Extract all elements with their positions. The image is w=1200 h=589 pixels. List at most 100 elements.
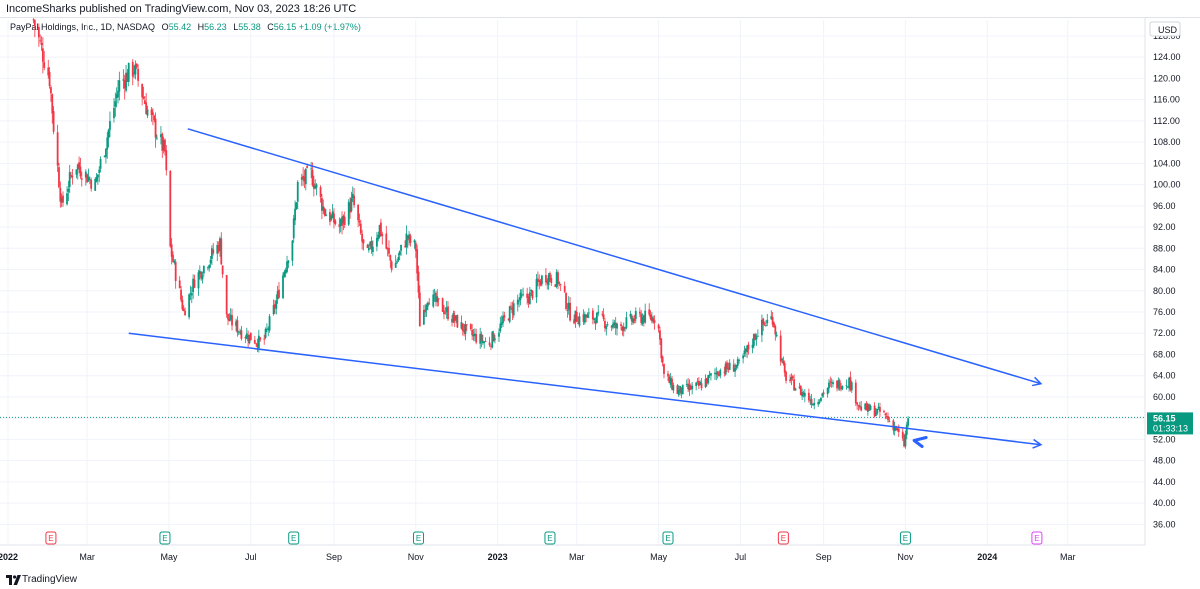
- candle: [131, 59, 134, 86]
- candle-body: [715, 372, 718, 375]
- candle: [310, 161, 313, 179]
- candle: [687, 378, 690, 393]
- candle: [785, 370, 787, 384]
- earnings-marker[interactable]: E: [544, 531, 556, 545]
- currency-box[interactable]: [1149, 21, 1181, 37]
- candle: [744, 347, 747, 358]
- candle: [96, 174, 99, 185]
- earnings-marker[interactable]: E: [45, 531, 57, 545]
- candle-body: [394, 262, 397, 268]
- time-tick-label: Mar: [569, 552, 585, 562]
- candle: [536, 271, 539, 287]
- candle-body: [765, 325, 767, 327]
- candle-body: [126, 72, 129, 82]
- candle: [381, 231, 384, 245]
- candle-body: [685, 383, 688, 385]
- candle-body: [237, 331, 240, 333]
- price-tick-label: 64.00: [1153, 371, 1176, 381]
- candle: [465, 324, 468, 332]
- candle-body: [896, 428, 899, 430]
- footer: TradingView: [0, 570, 1200, 589]
- earnings-marker[interactable]: E: [412, 531, 424, 545]
- candle-body: [746, 345, 749, 353]
- candle-body: [613, 322, 616, 326]
- candle-body: [131, 61, 134, 77]
- candle: [752, 333, 755, 349]
- candle-body: [264, 328, 267, 338]
- candle-body: [781, 358, 783, 361]
- candle: [220, 232, 223, 265]
- candle: [151, 108, 154, 126]
- earnings-marker[interactable]: E: [288, 531, 300, 545]
- candle: [771, 311, 774, 328]
- candle-body: [377, 234, 380, 240]
- candle: [321, 193, 323, 220]
- earnings-marker[interactable]: E: [777, 531, 789, 545]
- candle: [838, 378, 841, 392]
- candle: [443, 305, 445, 320]
- candle-body: [774, 325, 777, 335]
- candle: [629, 310, 632, 320]
- symbol-title[interactable]: PayPal Holdings, Inc., 1D, NASDAQ: [10, 22, 156, 32]
- high-label: H: [197, 22, 205, 32]
- candle: [688, 379, 691, 396]
- candle-body: [62, 195, 64, 203]
- candle: [837, 377, 840, 391]
- earnings-badge: [899, 531, 911, 545]
- candle: [408, 231, 410, 246]
- candle: [704, 374, 707, 389]
- candle: [228, 313, 231, 322]
- candle-body: [652, 318, 655, 323]
- earnings-marker[interactable]: E: [662, 531, 674, 545]
- candle: [773, 321, 775, 328]
- candle-body: [545, 275, 547, 283]
- candle-body: [189, 293, 192, 294]
- candle: [791, 375, 794, 381]
- price-tick-label: 112.00: [1153, 116, 1180, 126]
- candle-body: [752, 334, 755, 346]
- candle-body: [641, 316, 644, 324]
- candle-body: [799, 386, 802, 396]
- candle-body: [629, 314, 632, 317]
- candle-body: [488, 342, 491, 345]
- candle-body: [573, 319, 575, 324]
- candle-body: [51, 94, 54, 114]
- candle: [282, 272, 284, 300]
- price-tick-label: 60.00: [1153, 392, 1176, 402]
- candle-body: [614, 322, 617, 328]
- candle-body: [432, 294, 435, 307]
- candle: [754, 332, 757, 341]
- candle-body: [413, 240, 416, 243]
- candle-body: [742, 355, 745, 359]
- brand-label[interactable]: TradingView: [22, 574, 78, 585]
- earnings-marker[interactable]: E: [1031, 531, 1043, 545]
- candle: [526, 287, 529, 305]
- candle: [47, 59, 50, 79]
- symbol-legend: PayPal Holdings, Inc., 1D, NASDAQ O55.42…: [10, 20, 361, 34]
- tradingview-logo-icon[interactable]: [6, 574, 22, 586]
- candle: [719, 368, 722, 379]
- earnings-marker[interactable]: E: [899, 531, 911, 545]
- candle-body: [436, 296, 439, 303]
- price-tick-label: 48.00: [1153, 456, 1176, 466]
- candle-body: [901, 431, 904, 439]
- candle: [893, 421, 896, 436]
- candle-body: [169, 170, 172, 247]
- candle: [294, 200, 296, 226]
- candle: [126, 68, 129, 83]
- candle-body: [274, 304, 276, 308]
- candle-body: [895, 426, 897, 431]
- candle: [162, 136, 165, 154]
- earnings-marker[interactable]: E: [159, 531, 171, 545]
- candle-body: [443, 310, 445, 315]
- candle: [315, 183, 318, 196]
- candle-body: [648, 309, 651, 315]
- candle: [264, 327, 267, 340]
- candle-body: [229, 314, 232, 320]
- candle: [292, 214, 295, 243]
- candle-body: [221, 265, 224, 275]
- candle-body: [677, 389, 680, 395]
- candle: [746, 344, 749, 359]
